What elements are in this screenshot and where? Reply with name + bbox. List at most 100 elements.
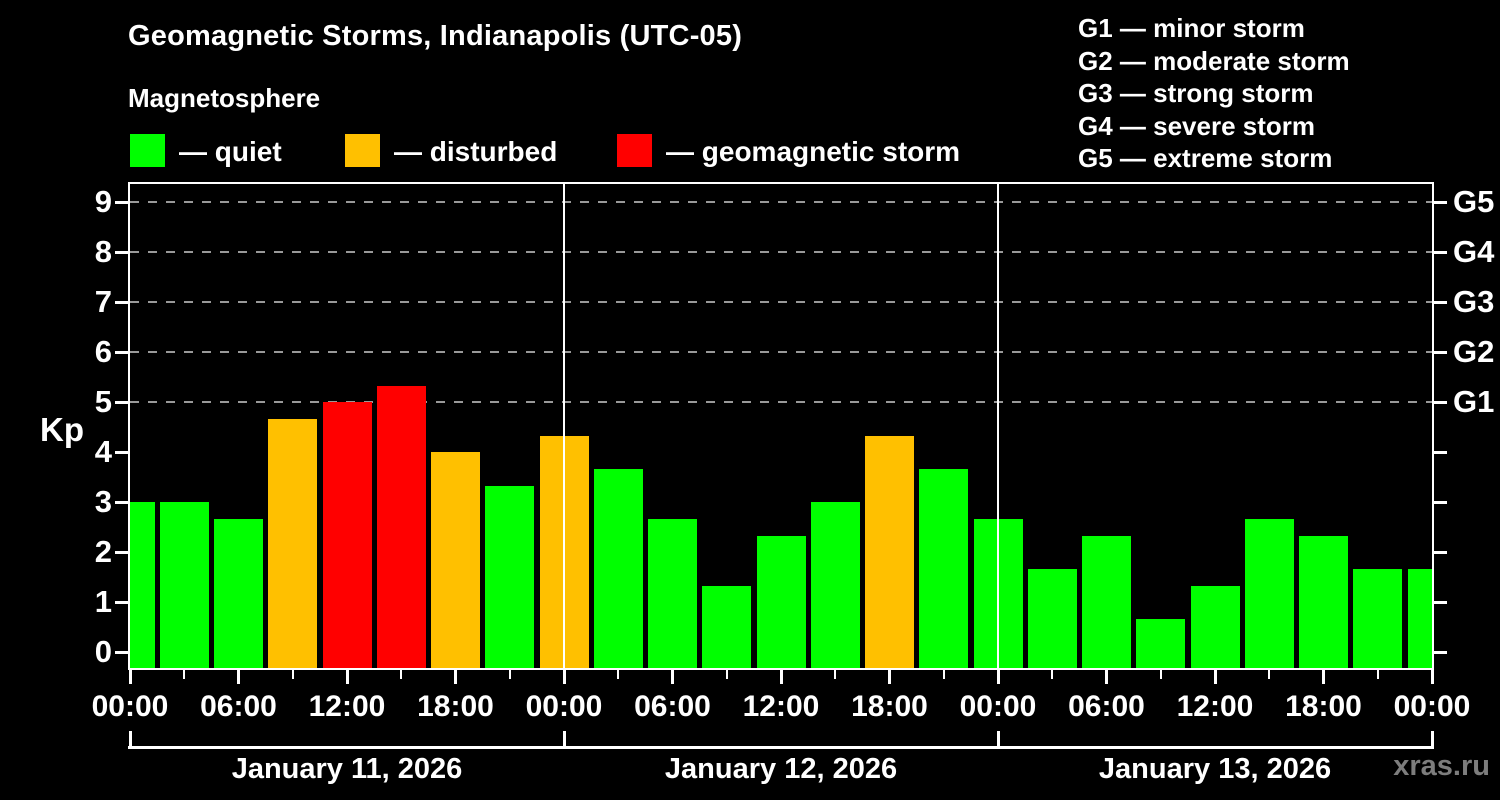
- kp-bar: [1244, 518, 1294, 668]
- gridline-kp9: [130, 201, 1432, 203]
- x-axis-tick-major: [888, 670, 891, 684]
- y-axis-tick-label: 0: [94, 634, 112, 669]
- x-axis-tick-label: 12:00: [742, 690, 820, 723]
- kp-bar: [214, 518, 263, 668]
- x-axis-tick-major: [454, 670, 457, 684]
- g-legend-item-g3: G3 — strong storm: [1078, 78, 1314, 108]
- x-axis-tick-major: [128, 670, 132, 684]
- day-bracket-tick: [128, 731, 132, 746]
- g-legend-item-g5: G5 — extreme storm: [1078, 143, 1333, 173]
- kp-bar: [648, 518, 697, 668]
- x-axis-tick-label: 00:00: [525, 690, 603, 723]
- g-axis-tick: [1432, 200, 1447, 204]
- date-label: January 11, 2026: [231, 753, 463, 785]
- kp-bar: [376, 385, 426, 668]
- x-axis-tick-minor: [508, 670, 511, 679]
- gridline-kp5: [130, 401, 1432, 403]
- kp-bar: [159, 502, 209, 668]
- x-axis-tick-major: [1322, 670, 1325, 684]
- y-axis-tick: [115, 500, 130, 504]
- y-axis-tick-label: 1: [94, 584, 112, 619]
- x-axis-tick-minor: [617, 670, 620, 679]
- g-axis-tick: [1432, 300, 1447, 304]
- plot-frame: [128, 182, 1434, 670]
- y-axis-tick: [115, 300, 130, 304]
- kp-bar: [268, 418, 318, 668]
- y-axis-tick-label: 9: [94, 184, 112, 219]
- kp-bar: [756, 535, 806, 668]
- legend-swatch-storm-icon: [617, 134, 652, 167]
- g-scale-legend: G1 — minor storm G2 — moderate storm G3 …: [1078, 12, 1350, 175]
- page-title: Geomagnetic Storms, Indianapolis (UTC-05…: [128, 20, 743, 52]
- x-axis-tick-minor: [291, 670, 294, 679]
- y-axis-tick-label: 5: [94, 384, 112, 419]
- g-legend-item-g2: G2 — moderate storm: [1078, 45, 1350, 76]
- x-axis-tick-label: 18:00: [851, 690, 928, 723]
- kp-bar: [919, 468, 969, 668]
- y-axis-tick: [115, 250, 130, 254]
- kp-bar: [1353, 568, 1403, 668]
- kp-bar: [1407, 568, 1432, 668]
- y-axis-tick-label: 4: [94, 434, 112, 469]
- y-axis-tick-label: 3: [94, 484, 112, 519]
- x-axis-tick-major: [237, 670, 240, 684]
- y-axis-tick: [115, 400, 130, 404]
- x-axis-tick-major: [345, 670, 349, 684]
- x-axis-tick-minor: [1268, 670, 1271, 679]
- day-bracket-tick: [562, 731, 566, 746]
- kp-bar: [593, 468, 643, 668]
- chart-subtitle: Magnetosphere: [128, 83, 321, 113]
- y-axis-tick-label: 8: [94, 234, 112, 269]
- day-bracket-tick: [996, 731, 1000, 746]
- x-axis-tick-label: 18:00: [1285, 690, 1362, 723]
- kp-bar: [810, 502, 860, 668]
- g-axis-label: G5: [1453, 184, 1495, 219]
- date-label: January 13, 2026: [1098, 753, 1332, 785]
- x-axis-tick-label: 00:00: [1393, 690, 1471, 723]
- y-axis-tick: [115, 650, 130, 654]
- watermark-link[interactable]: xras.ru: [1393, 750, 1490, 782]
- gridline-kp6: [130, 351, 1432, 353]
- kp-bar: [865, 435, 914, 668]
- g-axis-label: G4: [1453, 234, 1495, 269]
- g-legend-item-g4: G4 — severe storm: [1078, 110, 1316, 141]
- g-axis-tick: [1432, 500, 1447, 504]
- x-axis-tick-label: 06:00: [634, 690, 711, 723]
- x-axis-tick-label: 18:00: [417, 690, 494, 723]
- kp-bar: [1299, 535, 1348, 668]
- x-axis-tick-label: 06:00: [1068, 690, 1145, 723]
- day-separator-line: [997, 184, 999, 668]
- g-axis-label: G2: [1453, 334, 1495, 369]
- kp-bar: [1082, 535, 1131, 668]
- g-axis-label: G3: [1453, 284, 1495, 319]
- g-axis-tick: [1432, 600, 1447, 604]
- legend-label-quiet: — quiet: [179, 136, 282, 167]
- x-axis-tick-minor: [400, 670, 403, 679]
- x-axis-tick-minor: [834, 670, 837, 679]
- x-axis-tick-major: [671, 670, 674, 684]
- x-axis-tick-major: [1105, 670, 1108, 684]
- g-axis-tick: [1432, 250, 1447, 254]
- legend-swatch-quiet-icon: [130, 134, 165, 167]
- kp-bar: [1136, 618, 1186, 668]
- x-axis-tick-label: 12:00: [1176, 690, 1254, 723]
- x-axis-tick-minor: [1159, 670, 1162, 679]
- kp-bar: [322, 402, 372, 668]
- y-axis-tick: [115, 350, 130, 354]
- g-axis-tick: [1432, 550, 1447, 554]
- x-axis-tick-label: 00:00: [91, 690, 169, 723]
- x-axis-tick-minor: [1376, 670, 1379, 679]
- x-axis-tick-major: [562, 670, 566, 684]
- y-axis-title: Kp: [40, 411, 84, 448]
- y-axis-tick-label: 2: [94, 534, 112, 569]
- gridline-kp7: [130, 301, 1432, 303]
- y-axis-tick-label: 7: [94, 284, 112, 319]
- g-axis-tick: [1432, 650, 1447, 654]
- x-axis-tick-minor: [1051, 670, 1054, 679]
- day-bracket-tick: [1430, 731, 1434, 746]
- y-axis-tick: [115, 600, 130, 604]
- g-axis-tick: [1432, 400, 1447, 404]
- day-separator-line: [563, 184, 565, 668]
- x-axis-tick-minor: [725, 670, 728, 679]
- x-axis-tick-major: [1213, 670, 1217, 684]
